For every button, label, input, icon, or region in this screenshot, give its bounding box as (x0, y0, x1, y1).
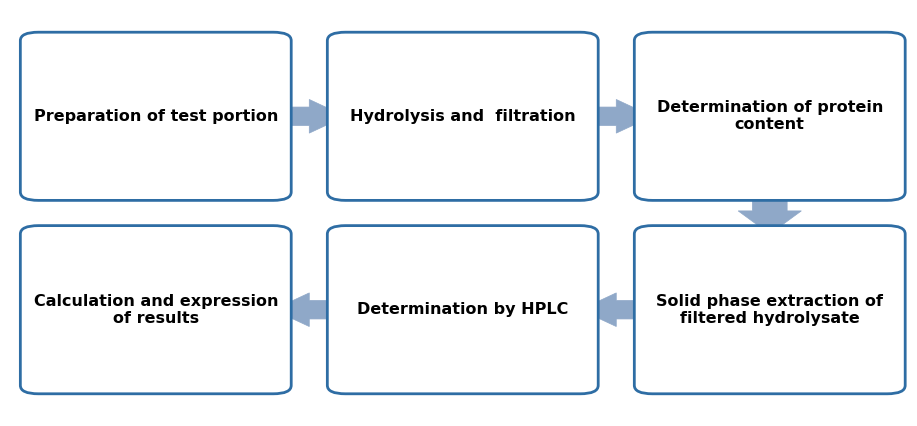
Polygon shape (273, 100, 346, 133)
Polygon shape (580, 100, 652, 133)
Polygon shape (580, 293, 652, 326)
Polygon shape (273, 293, 346, 326)
FancyBboxPatch shape (327, 226, 598, 394)
FancyBboxPatch shape (20, 32, 292, 200)
FancyBboxPatch shape (635, 226, 905, 394)
Text: Hydrolysis and  filtration: Hydrolysis and filtration (350, 109, 576, 124)
Text: Determination by HPLC: Determination by HPLC (357, 302, 569, 317)
Text: Solid phase extraction of
filtered hydrolysate: Solid phase extraction of filtered hydro… (657, 294, 883, 326)
Text: Determination of protein
content: Determination of protein content (657, 100, 883, 132)
Polygon shape (738, 192, 801, 234)
FancyBboxPatch shape (327, 32, 598, 200)
FancyBboxPatch shape (635, 32, 905, 200)
Text: Preparation of test portion: Preparation of test portion (34, 109, 278, 124)
Text: Calculation and expression
of results: Calculation and expression of results (34, 294, 278, 326)
FancyBboxPatch shape (20, 226, 292, 394)
